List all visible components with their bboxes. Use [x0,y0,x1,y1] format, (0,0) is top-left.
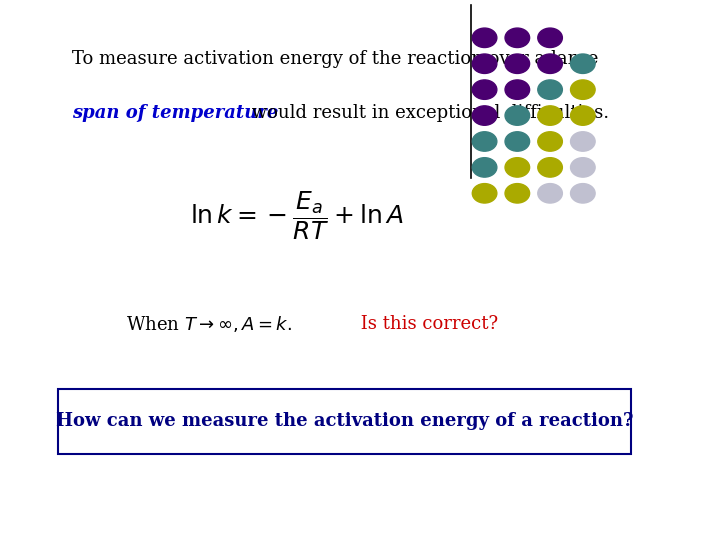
Circle shape [538,106,562,125]
Circle shape [505,80,530,99]
Text: $\ln k = -\dfrac{E_a}{RT} + \ln A$: $\ln k = -\dfrac{E_a}{RT} + \ln A$ [190,190,404,242]
Circle shape [505,54,530,73]
Circle shape [570,54,595,73]
Circle shape [472,54,497,73]
Circle shape [505,184,530,203]
Circle shape [570,184,595,203]
FancyBboxPatch shape [58,389,631,454]
Text: When $T \rightarrow\infty, A = k.$: When $T \rightarrow\infty, A = k.$ [126,314,292,334]
Circle shape [472,132,497,151]
Text: span of temperature: span of temperature [72,104,278,123]
Circle shape [472,106,497,125]
Circle shape [505,158,530,177]
Text: Is this correct?: Is this correct? [355,315,498,333]
Circle shape [570,106,595,125]
Circle shape [505,132,530,151]
Circle shape [472,158,497,177]
Circle shape [538,132,562,151]
Circle shape [505,28,530,48]
Circle shape [505,106,530,125]
Circle shape [472,80,497,99]
Circle shape [538,158,562,177]
Circle shape [538,80,562,99]
Text: would result in exceptional difficulties.: would result in exceptional difficulties… [246,104,609,123]
Text: How can we measure the activation energy of a reaction?: How can we measure the activation energy… [56,412,634,430]
Circle shape [472,28,497,48]
Circle shape [570,132,595,151]
Circle shape [538,54,562,73]
Circle shape [570,80,595,99]
Circle shape [538,184,562,203]
Circle shape [570,158,595,177]
Circle shape [538,28,562,48]
Circle shape [472,184,497,203]
Text: To measure activation energy of the reaction over a large: To measure activation energy of the reac… [72,50,598,69]
